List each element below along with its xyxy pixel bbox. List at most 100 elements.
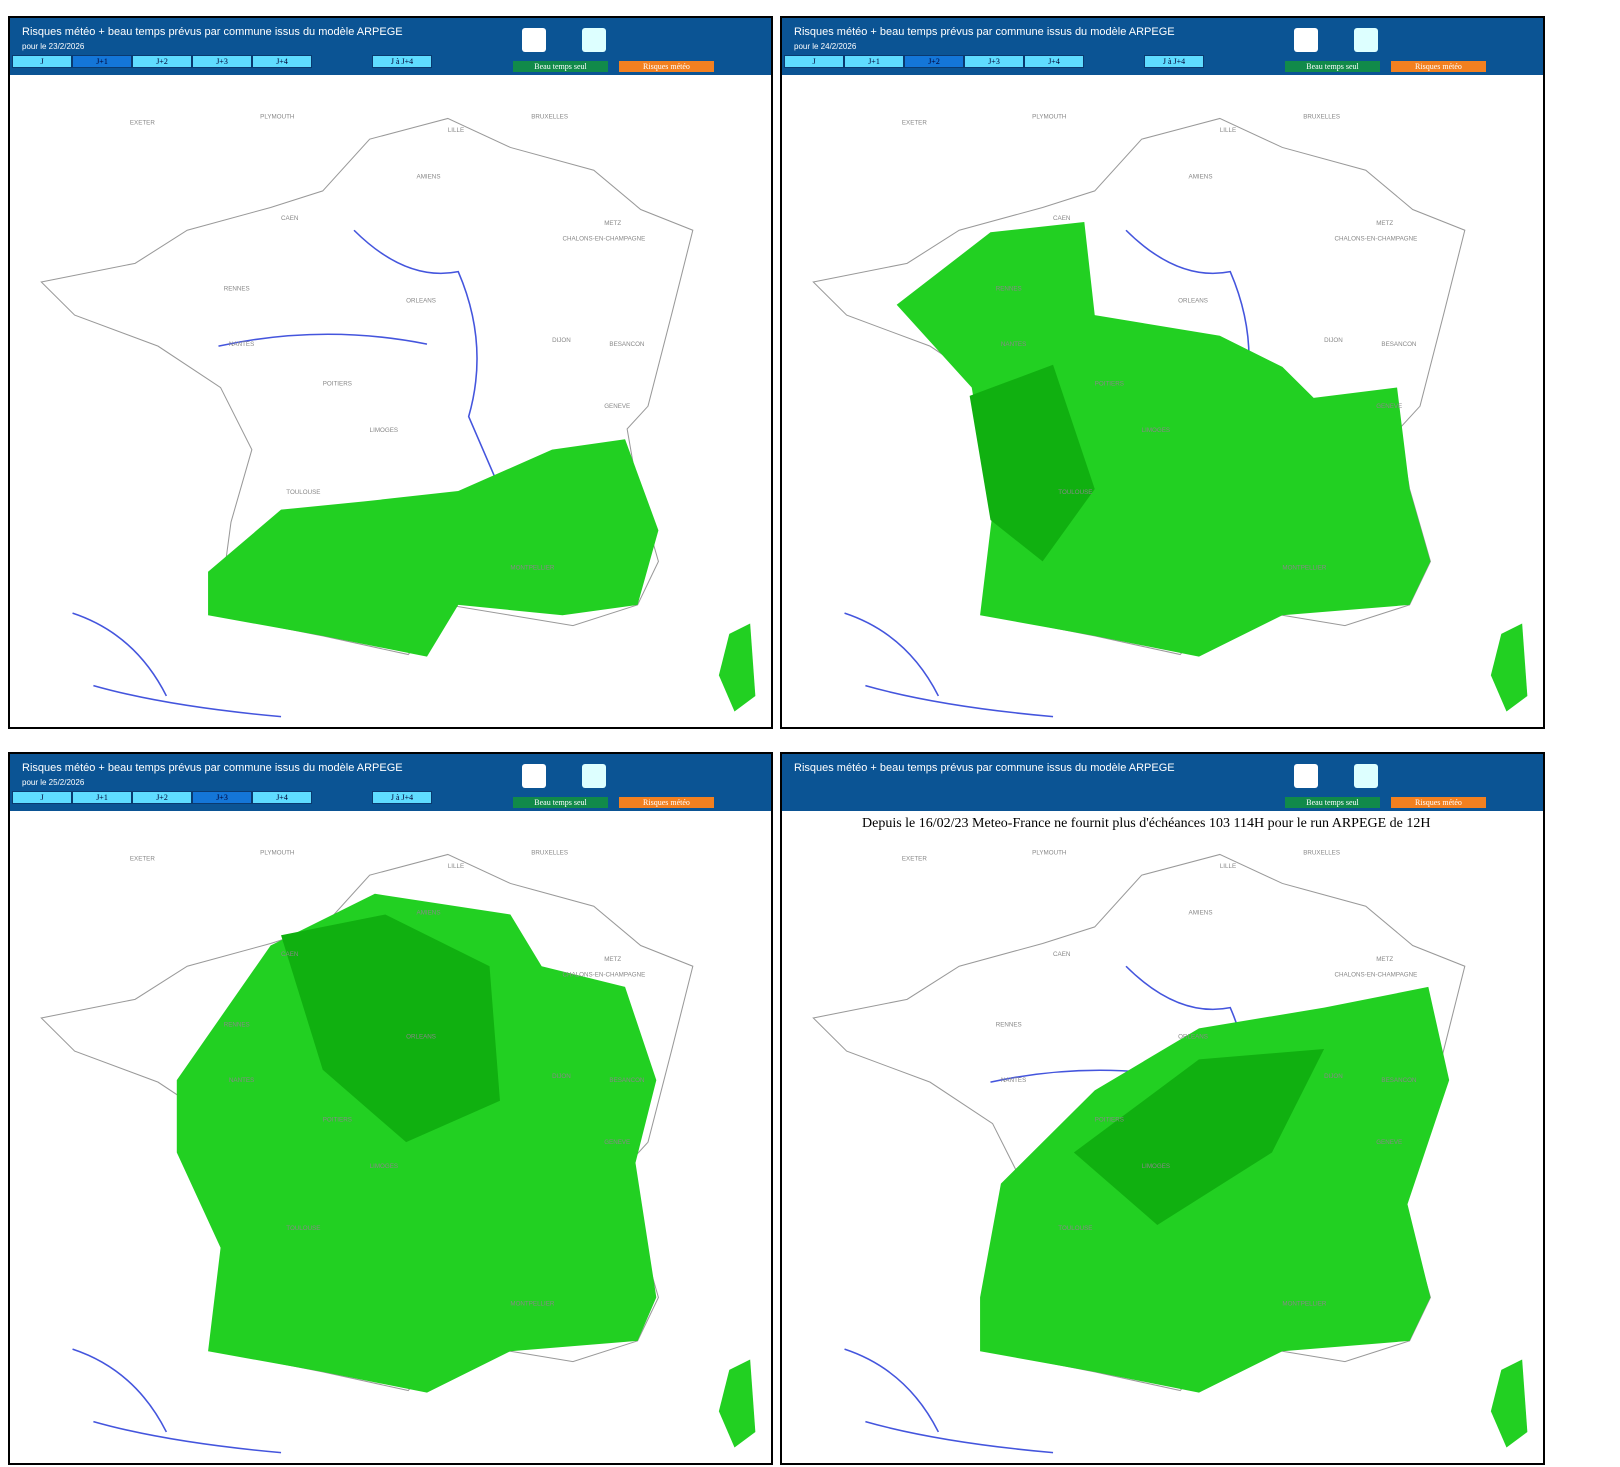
date: pour le 25/2/2026 — [22, 778, 85, 787]
day-tab[interactable]: J+2 — [904, 55, 964, 68]
city-label: BESANCON — [1381, 341, 1416, 348]
city-label: GENEVE — [604, 403, 630, 410]
panel-title: Risques météo + beau temps prévus par co… — [22, 26, 403, 38]
city-label: PLYMOUTH — [1032, 849, 1066, 856]
city-label: DIJON — [1324, 1073, 1343, 1080]
refresh-icon[interactable] — [582, 28, 606, 52]
weather-area — [896, 221, 1431, 657]
day-tab[interactable]: J+4 — [252, 791, 312, 804]
city-label: PLYMOUTH — [260, 113, 294, 120]
day-tab[interactable]: J — [12, 55, 72, 68]
city-label: RENNES — [996, 1021, 1022, 1028]
city-label: TOULOUSE — [286, 1225, 320, 1232]
collapse-icon[interactable] — [1294, 28, 1318, 52]
day-tab[interactable]: J+3 — [964, 55, 1024, 68]
coast — [844, 612, 1054, 718]
city-label: CHALONS-EN-CHAMPAGNE — [1335, 972, 1418, 979]
city-label: BESANCON — [1381, 1077, 1416, 1084]
city-label: METZ — [604, 220, 621, 227]
legend-button[interactable]: Risques météo — [619, 61, 714, 72]
coast — [72, 1348, 282, 1454]
city-label: RENNES — [224, 1021, 250, 1028]
city-label: DIJON — [552, 337, 571, 344]
city-label: METZ — [604, 956, 621, 963]
day-tab[interactable]: J+1 — [72, 55, 132, 68]
city-label: BRUXELLES — [1303, 113, 1340, 120]
day-tab[interactable]: J+2 — [132, 55, 192, 68]
legend-button[interactable]: Risques météo — [1391, 61, 1486, 72]
city-label: NANTES — [229, 1077, 254, 1084]
weather-area — [208, 439, 659, 657]
weather-area — [281, 914, 500, 1143]
city-label: TOULOUSE — [1058, 1225, 1092, 1232]
city-label: RENNES — [996, 285, 1022, 292]
collapse-icon[interactable] — [1294, 764, 1318, 788]
city-label: CHALONS-EN-CHAMPAGNE — [1335, 236, 1418, 243]
city-label: CAEN — [281, 215, 298, 222]
weather-area — [980, 986, 1450, 1393]
collapse-icon[interactable] — [522, 764, 546, 788]
city-label: CAEN — [1053, 215, 1070, 222]
day-tab[interactable]: J à J+4 — [1144, 55, 1204, 68]
legend-button[interactable]: Beau temps seul — [1285, 797, 1380, 808]
day-tab[interactable]: J+2 — [132, 791, 192, 804]
legend-button[interactable]: Beau temps seul — [513, 61, 608, 72]
city-label: LILLE — [1220, 863, 1236, 870]
city-label: MONTPELLIER — [1282, 565, 1327, 572]
city-label: MONTPELLIER — [1282, 1301, 1327, 1308]
city-label: CHALONS-EN-CHAMPAGNE — [563, 236, 646, 243]
day-tab[interactable]: J+1 — [844, 55, 904, 68]
city-label: AMIENS — [1189, 174, 1213, 181]
header: Risques météo + beau temps prévus par co… — [10, 18, 771, 75]
refresh-icon[interactable] — [1354, 28, 1378, 52]
map-panel: Risques météo + beau temps prévus par co… — [780, 752, 1545, 1465]
coast — [844, 1348, 1054, 1454]
city-label: CAEN — [281, 951, 298, 958]
city-label: METZ — [1376, 220, 1393, 227]
corsica — [1490, 1359, 1528, 1448]
city-label: GENEVE — [1376, 403, 1402, 410]
day-tab[interactable]: J+1 — [72, 791, 132, 804]
city-label: BRUXELLES — [531, 113, 568, 120]
date: pour le 24/2/2026 — [794, 42, 857, 51]
day-tab[interactable]: J+3 — [192, 791, 252, 804]
legend-button[interactable]: Risques météo — [619, 797, 714, 808]
city-label: TOULOUSE — [1058, 489, 1092, 496]
city-label: GENEVE — [604, 1139, 630, 1146]
city-label: RENNES — [224, 285, 250, 292]
city-label: EXETER — [902, 120, 927, 127]
city-label: LIMOGES — [370, 427, 398, 434]
legend-button[interactable]: Beau temps seul — [1285, 61, 1380, 72]
weather-area — [969, 364, 1095, 562]
refresh-icon[interactable] — [1354, 764, 1378, 788]
corsica — [718, 623, 756, 712]
city-label: CAEN — [1053, 951, 1070, 958]
collapse-icon[interactable] — [522, 28, 546, 52]
city-label: MONTPELLIER — [510, 1301, 555, 1308]
city-label: BRUXELLES — [531, 849, 568, 856]
city-label: LILLE — [1220, 127, 1236, 134]
day-tab[interactable]: J à J+4 — [372, 791, 432, 804]
city-label: BRUXELLES — [1303, 849, 1340, 856]
map-panel: Risques météo + beau temps prévus par co… — [8, 16, 773, 729]
city-label: LIMOGES — [1142, 1163, 1170, 1170]
legend-button[interactable]: Beau temps seul — [513, 797, 608, 808]
day-tab[interactable]: J+3 — [192, 55, 252, 68]
city-label: METZ — [1376, 956, 1393, 963]
day-tab[interactable]: J+4 — [252, 55, 312, 68]
coast — [72, 612, 282, 718]
city-label: NANTES — [1001, 341, 1026, 348]
city-label: LILLE — [448, 863, 464, 870]
date: pour le 23/2/2026 — [22, 42, 85, 51]
city-label: POITIERS — [1095, 380, 1124, 387]
day-tab[interactable]: J à J+4 — [372, 55, 432, 68]
header: Risques météo + beau temps prévus par co… — [782, 754, 1543, 811]
day-tab[interactable]: J — [12, 791, 72, 804]
legend-button[interactable]: Risques météo — [1391, 797, 1486, 808]
city-label: LIMOGES — [1142, 427, 1170, 434]
day-tab[interactable]: J — [784, 55, 844, 68]
city-label: EXETER — [130, 120, 155, 127]
day-tab[interactable]: J+4 — [1024, 55, 1084, 68]
refresh-icon[interactable] — [582, 764, 606, 788]
